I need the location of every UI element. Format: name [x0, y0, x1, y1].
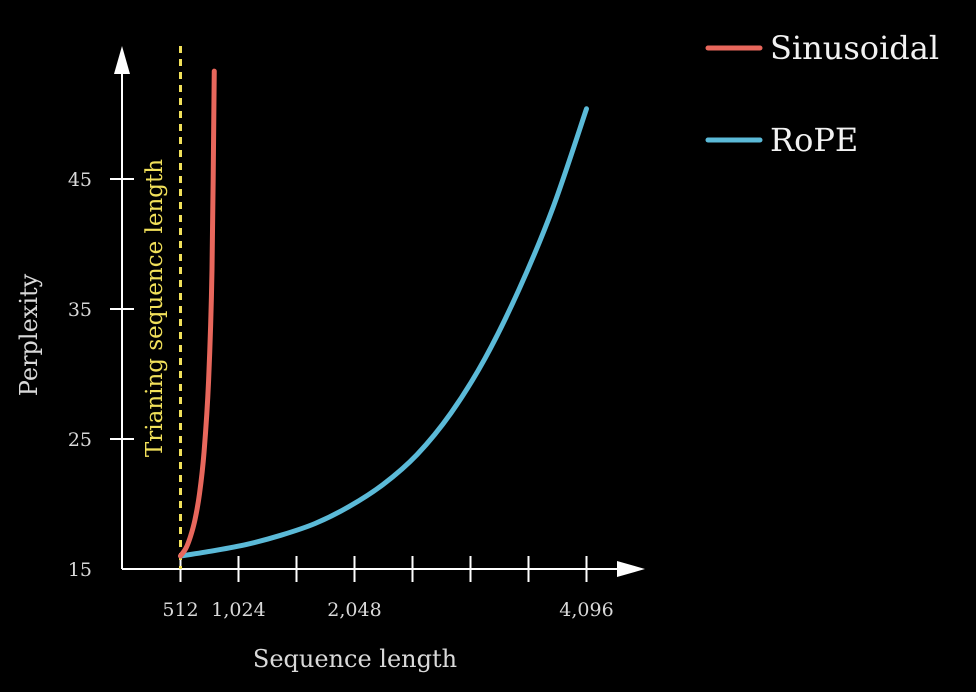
x-tick-label: 512	[162, 599, 198, 621]
y-tick-label: 15	[68, 559, 92, 581]
y-tick-label: 35	[68, 299, 92, 321]
training-length-label: Trianing sequence length	[142, 159, 168, 457]
y-axis-title: Perplexity	[15, 273, 43, 396]
x-axis-title: Sequence length	[253, 645, 457, 673]
y-axis-arrow	[114, 46, 130, 74]
series-line-sinusoidal	[178, 68, 217, 559]
series-layer	[178, 68, 589, 559]
annotation-layer: Trianing sequence length	[142, 46, 182, 569]
axes: 512 1,024 2,048 4,096 15 25 35 45	[68, 46, 645, 621]
x-tick-label: 1,024	[211, 599, 265, 621]
legend-label-sinusoidal: Sinusoidal	[770, 29, 939, 67]
x-axis-arrow	[617, 561, 645, 577]
y-tick-label: 45	[68, 169, 92, 191]
legend-label-rope: RoPE	[770, 121, 858, 159]
series-line-rope	[178, 106, 589, 559]
x-tick-label: 2,048	[327, 599, 381, 621]
legend: Sinusoidal RoPE	[705, 29, 939, 159]
x-tick-label: 4,096	[559, 599, 613, 621]
y-tick-label: 25	[68, 429, 92, 451]
